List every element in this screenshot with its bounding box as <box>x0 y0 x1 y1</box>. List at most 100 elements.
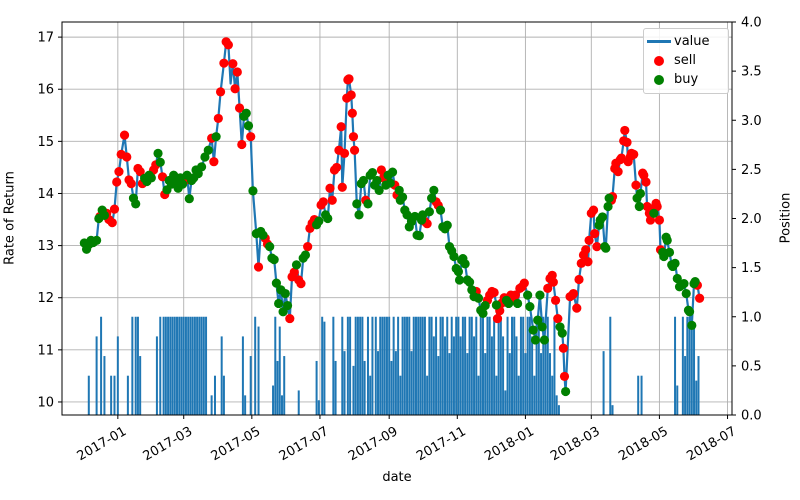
position-bar <box>205 316 208 415</box>
sell-marker <box>223 40 233 50</box>
buy-marker <box>258 230 268 240</box>
sell-marker <box>629 149 639 159</box>
sell-marker <box>574 274 584 285</box>
buy-marker <box>314 216 324 226</box>
position-bar <box>254 316 257 415</box>
sell-marker <box>489 287 499 298</box>
sell-marker <box>548 277 558 287</box>
position-bar <box>377 351 380 415</box>
position-bar <box>276 360 279 415</box>
buy-marker <box>211 132 221 142</box>
position-bar <box>280 395 283 415</box>
buy-marker <box>525 301 535 312</box>
sell-marker <box>492 313 503 324</box>
position-bar <box>315 360 318 415</box>
sell-marker <box>559 371 570 382</box>
buy-marker <box>662 235 672 245</box>
position-bar <box>110 375 113 415</box>
sell-marker <box>613 166 623 177</box>
position-bar <box>359 316 362 415</box>
buy-marker <box>523 290 533 300</box>
sell-marker <box>592 242 602 252</box>
position-bar <box>383 316 386 415</box>
buy-marker <box>464 277 475 287</box>
sell-marker <box>122 152 132 162</box>
position-bar <box>695 380 698 415</box>
position-bar <box>522 316 525 415</box>
legend-dot-icon <box>644 55 674 66</box>
position-bar <box>182 316 185 415</box>
y-tick-label-left: 10 <box>37 395 54 410</box>
y-tick-label-left: 14 <box>37 187 54 202</box>
buy-marker <box>352 199 362 209</box>
position-bar <box>412 316 415 415</box>
sell-marker <box>550 295 561 305</box>
position-bar <box>437 356 440 415</box>
buy-marker <box>684 307 695 317</box>
buy-marker <box>243 121 254 131</box>
buy-marker <box>478 308 488 318</box>
buy-marker <box>528 325 538 335</box>
buy-marker <box>604 193 614 203</box>
position-bar <box>131 316 134 415</box>
sell-marker <box>348 132 359 142</box>
buy-marker <box>203 145 213 155</box>
buy-marker <box>429 185 439 195</box>
buy-marker <box>178 179 188 189</box>
position-bar <box>499 316 502 415</box>
position-bar <box>184 316 187 415</box>
x-tick-label: 2017-05 <box>209 424 264 464</box>
position-bar <box>278 326 281 415</box>
position-bar <box>162 316 165 415</box>
sell-marker <box>230 84 240 94</box>
sell-marker <box>157 172 168 182</box>
sell-marker <box>107 218 117 228</box>
sell-marker <box>631 180 641 190</box>
position-bar <box>535 316 538 415</box>
sell-marker <box>213 113 223 124</box>
position-bar <box>134 316 137 415</box>
position-bar <box>354 316 357 415</box>
y-tick-label-right: 0.5 <box>741 359 762 374</box>
position-bar <box>196 316 199 415</box>
position-bar <box>475 316 478 415</box>
sell-marker <box>339 148 350 158</box>
position-bar <box>222 375 225 415</box>
position-bar <box>361 316 364 415</box>
position-bar <box>490 336 493 415</box>
legend-label: value <box>674 34 710 49</box>
position-bar <box>432 336 435 415</box>
buy-marker <box>530 335 541 345</box>
position-bar <box>542 316 545 415</box>
position-bar <box>169 316 172 415</box>
position-bar <box>171 316 174 415</box>
sell-marker <box>285 313 295 324</box>
buy-marker <box>679 279 689 289</box>
y-axis-label-left: Rate of Return <box>2 171 18 265</box>
legend-item-buy: buy <box>644 70 728 89</box>
position-bar <box>113 375 116 415</box>
buy-marker <box>282 300 293 311</box>
position-bar <box>493 316 496 415</box>
position-bar <box>688 316 691 415</box>
buy-marker <box>354 210 364 220</box>
y-tick-label-right: 4.0 <box>741 16 762 31</box>
position-bar <box>457 316 460 415</box>
sell-marker <box>253 262 264 272</box>
buy-marker <box>280 288 290 299</box>
x-tick-label: 2018-03 <box>548 424 603 464</box>
position-bar <box>488 316 491 415</box>
position-bar <box>198 316 201 415</box>
buy-marker <box>672 273 682 284</box>
legend: value sell buy <box>643 28 729 94</box>
y-tick-label-left: 15 <box>37 135 54 150</box>
buy-marker <box>460 259 470 269</box>
sell-marker <box>246 132 256 142</box>
position-bar <box>363 360 366 415</box>
position-bar <box>341 316 344 415</box>
legend-item-sell: sell <box>644 51 728 70</box>
position-bar <box>379 316 382 415</box>
y-axis-label-right: Position <box>778 192 794 244</box>
position-bar <box>448 353 451 415</box>
y-tick-label-left: 16 <box>37 83 54 98</box>
